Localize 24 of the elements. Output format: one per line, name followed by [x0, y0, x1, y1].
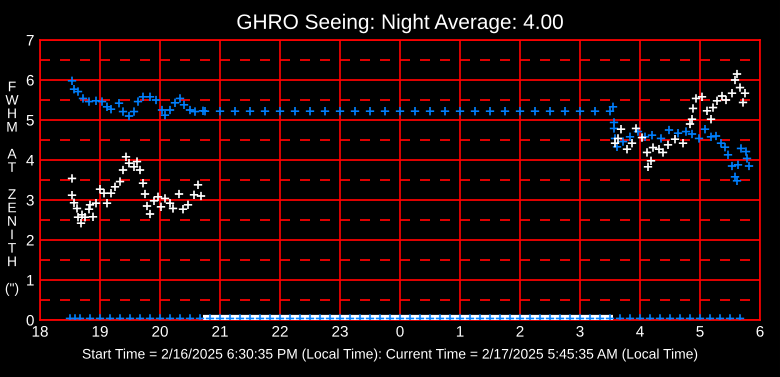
y-tick-label: 4: [26, 155, 34, 166]
y-tick-label: 1: [27, 275, 34, 286]
y-tick-label: 2: [26, 234, 34, 246]
x-tick-label: 2: [516, 326, 524, 337]
x-tick-label: 20: [152, 326, 168, 337]
x-tick-label: 6: [756, 326, 764, 337]
x-tick-label: 23: [332, 326, 348, 337]
x-tick-label: 5: [696, 326, 704, 337]
x-tick-label: 0: [396, 326, 404, 337]
y-tick-label: 7: [26, 35, 34, 46]
text: FWHM AT ZENITH ("): [6, 82, 19, 296]
x-tick-label: 3: [576, 326, 584, 337]
x-tick-label: 22: [272, 326, 288, 337]
y-tick-label: 3: [26, 194, 34, 206]
chart-title: GHRO Seeing: Night Average: 4.00: [237, 14, 563, 34]
x-tick-label: 19: [92, 326, 108, 337]
x-tick-label: 18: [32, 326, 48, 337]
y-tick-label: 0: [26, 314, 34, 326]
y-tick-label: 6: [26, 74, 34, 86]
x-tick-label: 1: [456, 326, 464, 337]
x-tick-label: 4: [636, 326, 644, 337]
x-tick-label: 21: [212, 326, 228, 337]
y-tick-label: 5: [26, 115, 34, 126]
text: Start Time = 2/16/2025 6:30:35 PM (Local Time): Current Time = 2/17/2025 5:45:35 AM (Local Time): [82, 348, 698, 362]
